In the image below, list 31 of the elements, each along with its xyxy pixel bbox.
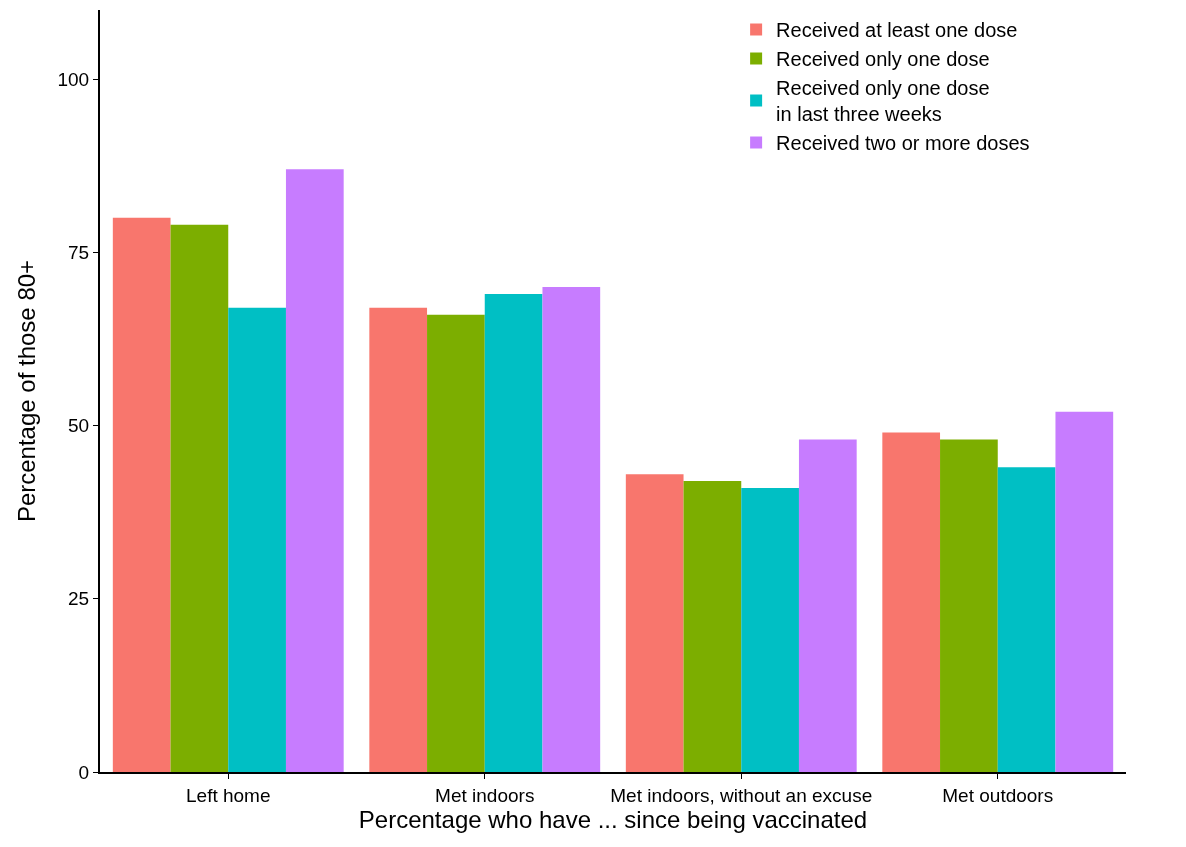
legend-label: Received only one dose in last three weeks	[776, 77, 990, 126]
y-tick-label: 25	[68, 588, 90, 610]
y-tick-label: 100	[57, 68, 90, 90]
x-tick-label: Met outdoors	[942, 784, 1054, 806]
y-tick-label: 50	[68, 415, 90, 437]
legend-label: Received two or more doses	[776, 132, 1030, 155]
bar	[228, 307, 286, 772]
legend-label: Received at least one dose	[776, 19, 1018, 42]
bar	[484, 294, 543, 772]
bar	[112, 217, 171, 772]
bar	[798, 439, 857, 772]
y-tick-label: 0	[78, 761, 90, 783]
bar	[625, 474, 684, 772]
bar	[882, 432, 941, 772]
bar	[285, 169, 344, 772]
bar	[427, 314, 485, 772]
x-axis-title: Percentage who have ... since being vaccinated	[358, 805, 868, 833]
bar	[170, 224, 229, 772]
bar	[940, 439, 998, 772]
bar	[542, 287, 601, 772]
bar	[683, 481, 742, 772]
x-tick-label: Met indoors	[435, 784, 535, 806]
bar	[1055, 411, 1114, 772]
bar	[369, 307, 428, 772]
x-tick-label: Left home	[186, 784, 271, 806]
y-axis-title: Percentage of those 80+	[13, 259, 41, 523]
bar	[741, 487, 799, 772]
legend-label: Received only one dose	[776, 48, 990, 71]
y-tick-label: 75	[68, 242, 90, 264]
bar	[997, 467, 1056, 772]
x-tick-label: Met indoors, without an excuse	[610, 784, 873, 806]
